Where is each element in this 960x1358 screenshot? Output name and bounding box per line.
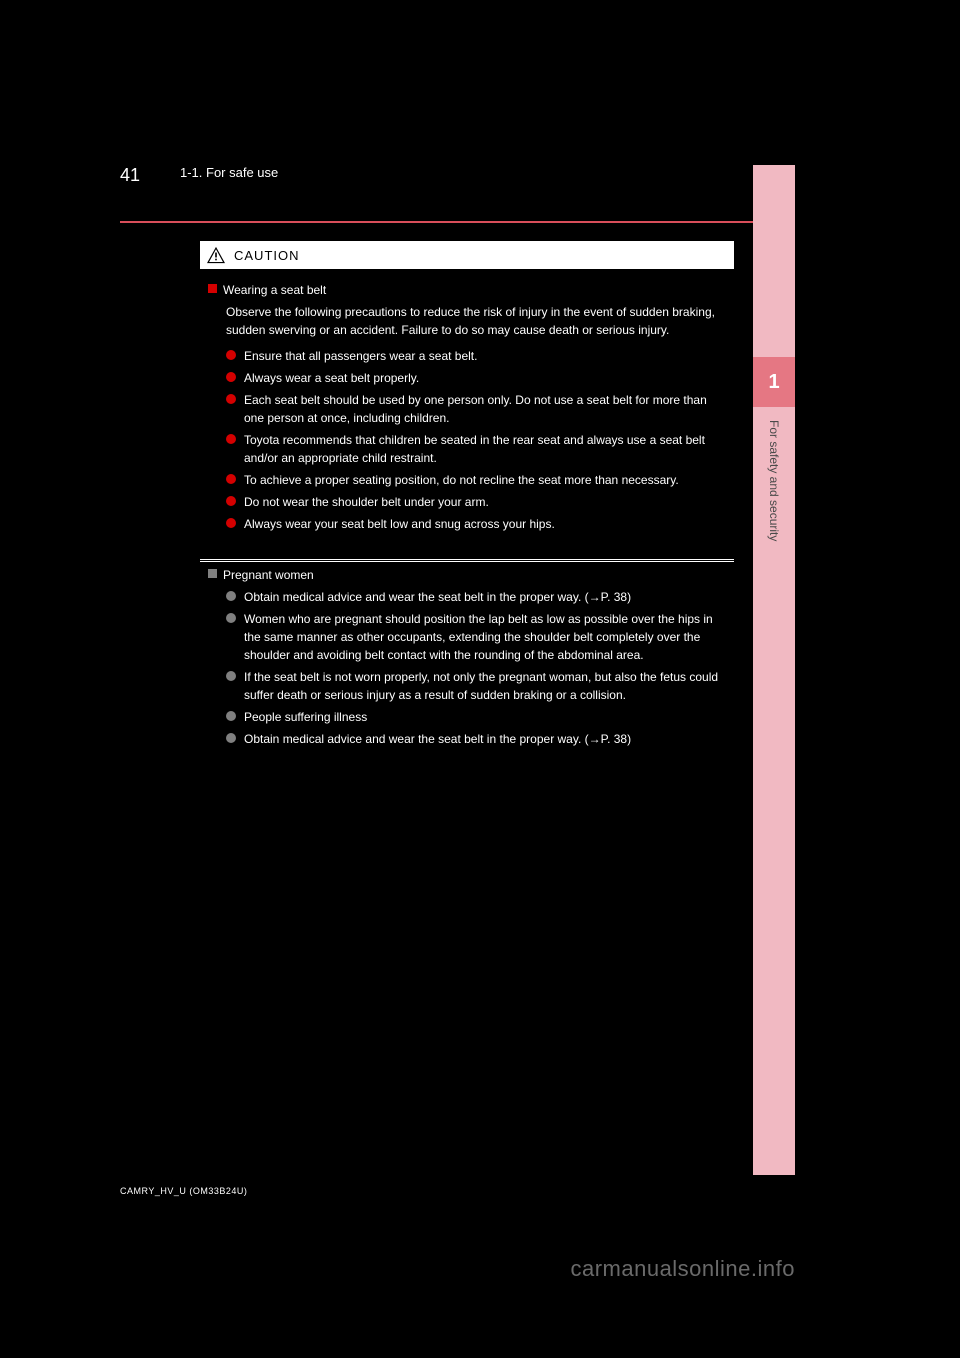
notice-subheading-text: Pregnant women — [223, 566, 314, 584]
caution-bullet-text: Toyota recommends that children be seate… — [244, 431, 724, 467]
page-number: 41 — [120, 165, 140, 186]
side-tab-label: For safety and security — [767, 420, 781, 541]
red-dot-icon — [226, 372, 236, 382]
page-container: 41 1-1. For safe use 1 For safety and se… — [0, 0, 960, 1358]
red-square-bullet-icon — [208, 284, 217, 293]
gray-dot-icon — [226, 711, 236, 721]
notice-bullet-item: Obtain medical advice and wear the seat … — [226, 588, 724, 606]
red-dot-icon — [226, 394, 236, 404]
red-dot-icon — [226, 474, 236, 484]
model-code: CAMRY_HV_U (OM33B24U) — [120, 1186, 247, 1196]
caution-bullet-text: Ensure that all passengers wear a seat b… — [244, 347, 724, 365]
notice-bullet-text: Women who are pregnant should position t… — [244, 610, 724, 664]
caution-intro-text: Observe the following precautions to red… — [226, 303, 724, 339]
caution-bullet-item: Always wear a seat belt properly. — [226, 369, 724, 387]
gray-dot-icon — [226, 733, 236, 743]
caution-bullet-item: Do not wear the shoulder belt under your… — [226, 493, 724, 511]
gray-dot-icon — [226, 613, 236, 623]
caution-bullet-text: Always wear a seat belt properly. — [244, 369, 724, 387]
caution-bullet-text: Always wear your seat belt low and snug … — [244, 515, 724, 533]
header-rule — [120, 221, 790, 223]
notice-bullet-item: Obtain medical advice and wear the seat … — [226, 730, 724, 748]
caution-bullet-item: Each seat belt should be used by one per… — [226, 391, 724, 427]
notice-subheading: Pregnant women — [208, 566, 724, 584]
watermark: carmanualsonline.info — [570, 1256, 795, 1282]
notice-bullet-item: If the seat belt is not worn properly, n… — [226, 668, 724, 704]
notice-bullet-item: Women who are pregnant should position t… — [226, 610, 724, 664]
caution-subheading: Wearing a seat belt — [208, 281, 724, 299]
caution-bullet-item: Toyota recommends that children be seate… — [226, 431, 724, 467]
caution-label: CAUTION — [234, 248, 300, 263]
section-title: 1-1. For safe use — [180, 165, 278, 180]
notice-bullet-text: People suffering illness — [244, 708, 724, 726]
red-dot-icon — [226, 496, 236, 506]
caution-bullet-text: Do not wear the shoulder belt under your… — [244, 493, 724, 511]
notice-bullet-item: People suffering illness — [226, 708, 724, 726]
red-dot-icon — [226, 434, 236, 444]
warning-icon — [206, 246, 226, 264]
caution-bullet-item: Ensure that all passengers wear a seat b… — [226, 347, 724, 365]
caution-bullet-item: Always wear your seat belt low and snug … — [226, 515, 724, 533]
gray-dot-icon — [226, 591, 236, 601]
notice-bullet-text: Obtain medical advice and wear the seat … — [244, 730, 724, 748]
caution-subheading-text: Wearing a seat belt — [223, 281, 326, 299]
side-tab-number-box: 1 — [753, 357, 795, 407]
caution-content: Wearing a seat belt Observe the followin… — [200, 269, 734, 549]
notice-bullet-text: Obtain medical advice and wear the seat … — [244, 588, 724, 606]
side-section-tab: 1 For safety and security — [753, 165, 795, 1175]
caution-header: CAUTION — [200, 241, 734, 269]
side-tab-number: 1 — [768, 371, 779, 394]
caution-bullet-list: Ensure that all passengers wear a seat b… — [226, 347, 724, 533]
caution-bullet-text: To achieve a proper seating position, do… — [244, 471, 724, 489]
notice-bullet-text: If the seat belt is not worn properly, n… — [244, 668, 724, 704]
caution-bullet-item: To achieve a proper seating position, do… — [226, 471, 724, 489]
caution-box: CAUTION Wearing a seat belt Observe the … — [200, 241, 734, 562]
red-dot-icon — [226, 518, 236, 528]
notice-section: Pregnant women Obtain medical advice and… — [200, 556, 734, 764]
gray-dot-icon — [226, 671, 236, 681]
caution-bullet-text: Each seat belt should be used by one per… — [244, 391, 724, 427]
gray-square-bullet-icon — [208, 569, 217, 578]
page-header: 41 1-1. For safe use — [120, 165, 790, 223]
notice-bullet-list: Obtain medical advice and wear the seat … — [226, 588, 724, 748]
red-dot-icon — [226, 350, 236, 360]
